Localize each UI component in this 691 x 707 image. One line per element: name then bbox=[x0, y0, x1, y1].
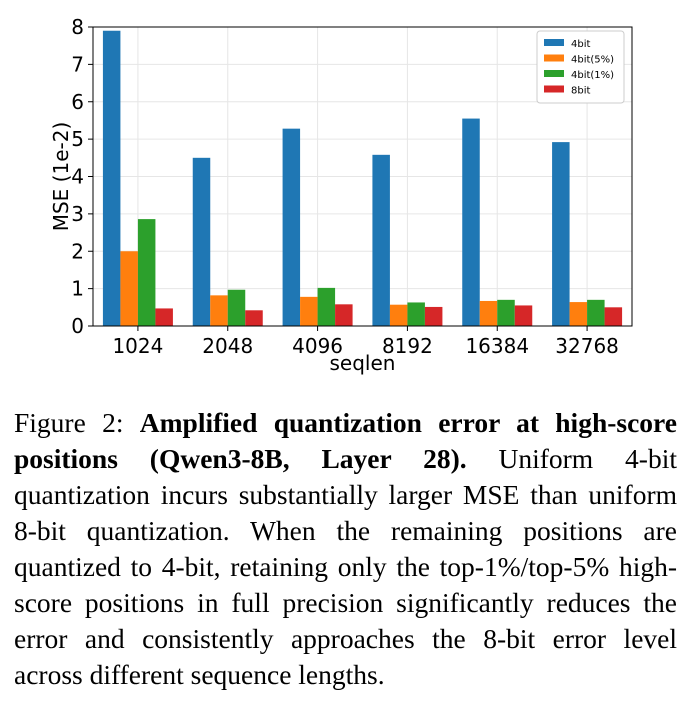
bar-8bit-16384 bbox=[514, 305, 533, 326]
bar-4bit-1024 bbox=[102, 30, 121, 327]
legend-swatch bbox=[544, 54, 564, 62]
x-tick-label: 4096 bbox=[292, 334, 343, 358]
x-axis-label: seqlen bbox=[330, 351, 396, 375]
caption-title: Amplified quantization error at high-sco… bbox=[14, 407, 677, 474]
bar-8bit-2048 bbox=[245, 310, 263, 326]
y-tick-label: 6 bbox=[71, 90, 84, 114]
figure-caption: Figure 2: Amplified quantization error a… bbox=[14, 405, 677, 693]
bar-4bit-4096 bbox=[282, 128, 301, 326]
y-tick-label: 8 bbox=[71, 15, 84, 39]
bar-4bit-32768 bbox=[552, 142, 570, 326]
bar-8bit-4096 bbox=[335, 304, 353, 326]
legend-label: 8bit bbox=[571, 86, 590, 97]
y-axis-ticks: 0 1 2 3 4 5 6 7 8 bbox=[71, 15, 93, 338]
bar-4bit-2048 bbox=[192, 157, 211, 326]
bar-chart: 0 1 2 3 4 5 6 7 8 1024 2048 4096 8192 16384 32768 seq… bbox=[49, 15, 633, 375]
bar-4bit-8192 bbox=[372, 154, 390, 326]
bar-4bit(1%)-32768 bbox=[587, 299, 605, 326]
legend-box bbox=[536, 30, 625, 104]
legend-label: 4bit(5%) bbox=[571, 55, 614, 66]
bar-4bit-16384 bbox=[462, 118, 480, 326]
y-tick-label: 0 bbox=[71, 314, 84, 338]
y-tick-label: 5 bbox=[71, 127, 84, 151]
bar-4bit(1%)-4096 bbox=[317, 287, 336, 326]
bar-8bit-1024 bbox=[155, 308, 173, 326]
y-tick-label: 2 bbox=[71, 239, 84, 263]
x-tick-label: 32768 bbox=[555, 334, 619, 358]
bar-4bit(1%)-16384 bbox=[497, 299, 515, 326]
x-axis-ticks: 1024 2048 4096 8192 16384 32768 bbox=[112, 326, 619, 358]
bar-4bit(5%)-2048 bbox=[210, 295, 228, 326]
caption-body: Uniform 4-bit quantization incurs substa… bbox=[14, 443, 677, 690]
bar-4bit(5%)-1024 bbox=[120, 251, 138, 326]
bar-4bit(5%)-16384 bbox=[479, 300, 498, 326]
grid-lines bbox=[93, 26, 632, 327]
x-tick-label: 2048 bbox=[202, 334, 253, 358]
y-tick-label: 1 bbox=[71, 277, 84, 301]
legend-swatch bbox=[544, 70, 564, 77]
legend-swatch bbox=[544, 85, 564, 93]
legend-swatch bbox=[544, 39, 564, 46]
bar-4bit(5%)-4096 bbox=[300, 296, 318, 326]
legend-label: 4bit bbox=[571, 39, 590, 50]
y-tick-label: 3 bbox=[71, 202, 84, 226]
bar-4bit(1%)-1024 bbox=[137, 219, 156, 326]
bar-4bit(1%)-2048 bbox=[227, 289, 246, 326]
x-tick-label: 1024 bbox=[112, 334, 163, 358]
bar-4bit(5%)-32768 bbox=[569, 302, 588, 326]
bar-4bit(1%)-8192 bbox=[407, 302, 425, 326]
legend: 4bit 4bit(5%) 4bit(1%) 8bit bbox=[536, 30, 625, 104]
x-tick-label: 8192 bbox=[382, 334, 433, 358]
x-tick-label: 16384 bbox=[465, 334, 529, 358]
legend-label: 4bit(1%) bbox=[571, 70, 614, 81]
bars bbox=[102, 30, 623, 327]
chart-container: 0 1 2 3 4 5 6 7 8 1024 2048 4096 8192 16384 32768 seq… bbox=[49, 15, 633, 375]
bar-8bit-8192 bbox=[424, 306, 443, 326]
bar-8bit-32768 bbox=[604, 307, 623, 326]
bar-4bit(5%)-8192 bbox=[389, 304, 408, 326]
y-tick-label: 7 bbox=[71, 52, 84, 76]
y-axis-label: MSE (1e-2) bbox=[49, 122, 73, 232]
y-tick-label: 4 bbox=[71, 165, 84, 189]
caption-label: Figure 2: bbox=[14, 407, 140, 438]
